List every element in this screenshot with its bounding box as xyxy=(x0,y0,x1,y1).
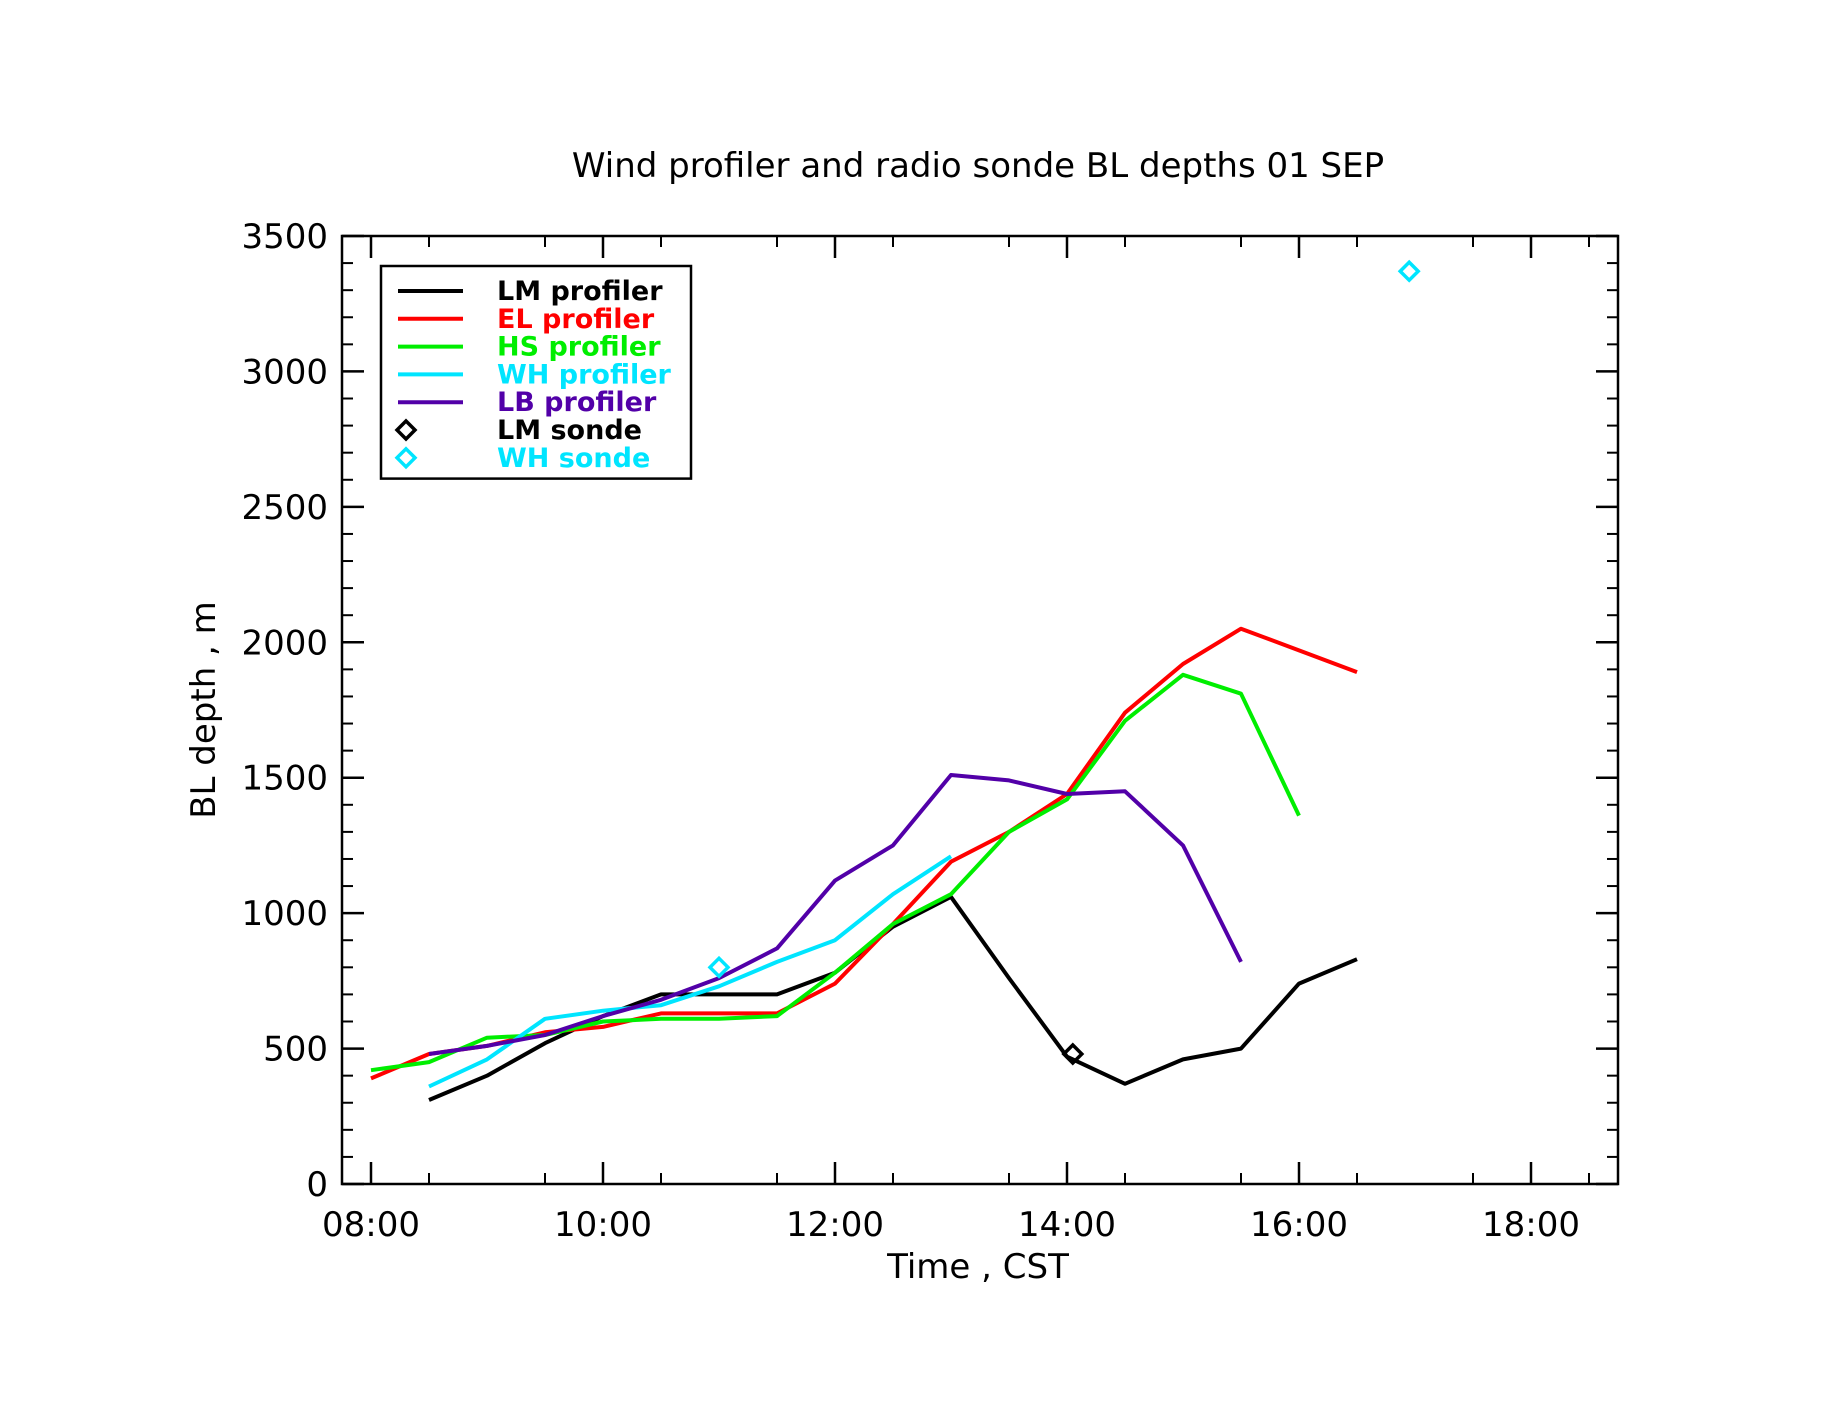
x-tick-label: 18:00 xyxy=(1482,1205,1580,1245)
legend-label: EL profiler xyxy=(497,304,655,335)
series-line-lb-profiler xyxy=(428,773,1243,1056)
x-tick-label: 08:00 xyxy=(322,1205,420,1245)
y-tick-label: 3000 xyxy=(241,352,328,392)
x-tick-label: 14:00 xyxy=(1018,1205,1116,1245)
legend-label: LB profiler xyxy=(497,387,657,418)
x-tick-label: 12:00 xyxy=(786,1205,884,1245)
y-tick-label: 3500 xyxy=(241,217,328,257)
legend-label: LM profiler xyxy=(497,276,663,307)
y-tick-label: 2000 xyxy=(241,623,328,663)
legend-label: LM sonde xyxy=(497,415,642,446)
plot-frame xyxy=(340,234,1620,1186)
y-tick-label: 500 xyxy=(263,1030,328,1070)
x-tick-label: 10:00 xyxy=(554,1205,652,1245)
chart-title: Wind profiler and radio sonde BL depths … xyxy=(572,146,1384,186)
y-tick-label: 2500 xyxy=(241,488,328,528)
legend-label: WH profiler xyxy=(497,359,672,390)
legend-label: WH sonde xyxy=(497,443,650,474)
y-tick-label: 1000 xyxy=(241,894,328,934)
data-point-wh-sonde xyxy=(1397,259,1421,283)
legend-box xyxy=(379,264,693,480)
y-axis-label: BL depth , m xyxy=(184,601,224,819)
legend-swatch-diamond xyxy=(394,418,418,442)
series-line-hs-profiler xyxy=(370,672,1301,1073)
y-tick-label: 0 xyxy=(306,1165,328,1205)
data-point-wh-sonde xyxy=(707,955,731,979)
x-tick-label: 16:00 xyxy=(1250,1205,1348,1245)
series-group xyxy=(370,259,1421,1102)
x-axis-label: Time , CST xyxy=(886,1247,1069,1287)
data-point-lm-sonde xyxy=(1061,1042,1085,1066)
axis-ticks: 08:00 10:00 12:00 14:00 16:00 18:00 0 500 1000 15… xyxy=(241,217,1618,1245)
legend-swatch-diamond xyxy=(394,446,418,470)
y-tick-label: 1500 xyxy=(241,759,328,799)
legend-label: HS profiler xyxy=(497,332,661,363)
